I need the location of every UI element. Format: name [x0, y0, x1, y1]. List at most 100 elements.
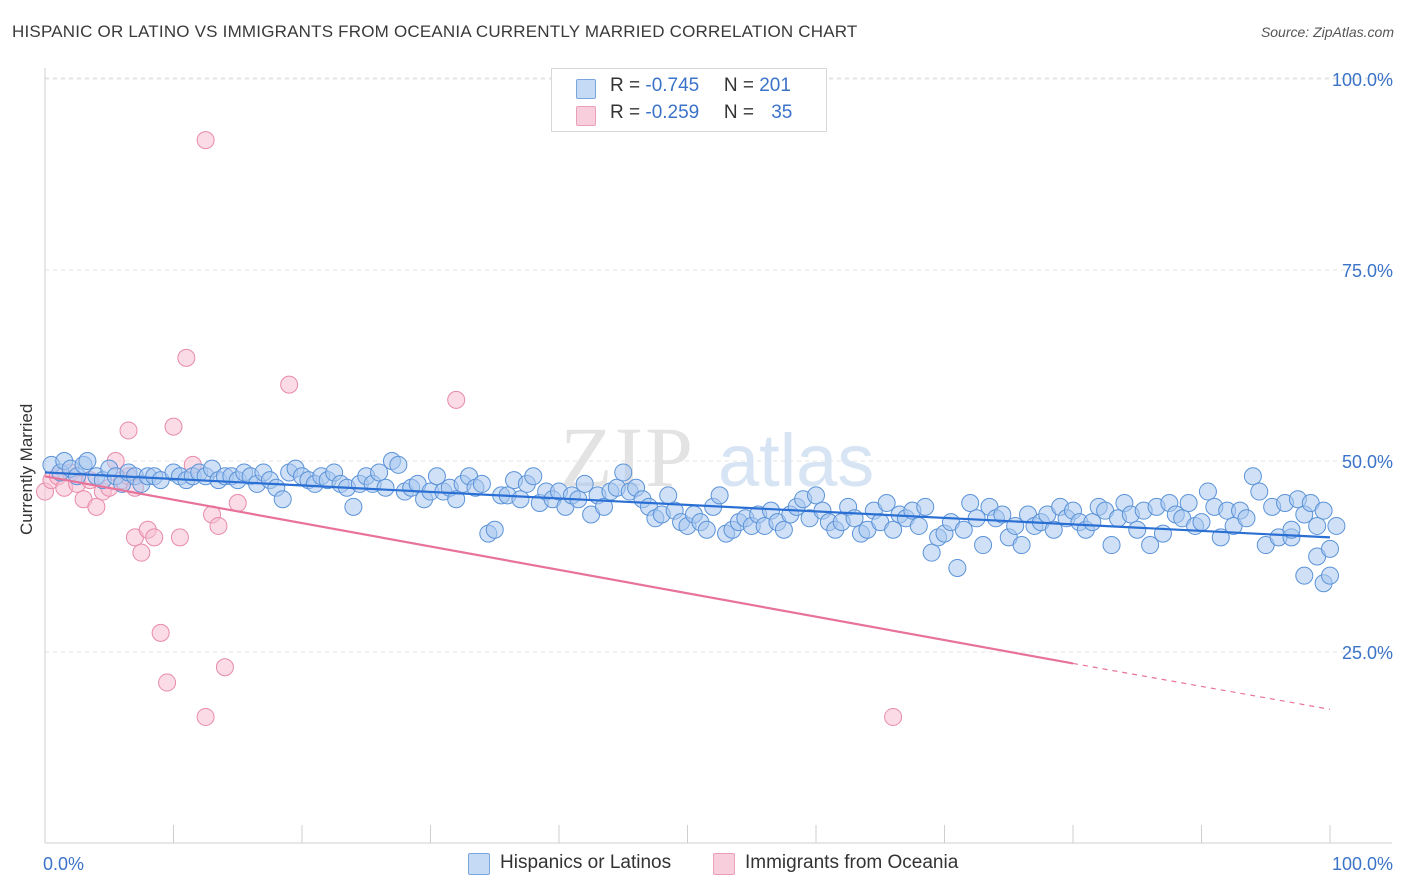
- data-point-hispanic: [370, 463, 389, 482]
- watermark-atlas: atlas: [718, 419, 874, 502]
- data-point-oceania: [209, 516, 228, 535]
- chart-title: HISPANIC OR LATINO VS IMMIGRANTS FROM OC…: [12, 22, 858, 41]
- legend-r-label: R =: [610, 102, 646, 123]
- data-point-hispanic: [916, 497, 935, 516]
- data-point-hispanic: [485, 520, 504, 539]
- data-point-hispanic: [948, 558, 967, 577]
- bottom-legend-swatch-pink: [713, 853, 735, 875]
- y-tick-label: 100.0%: [1332, 70, 1393, 90]
- legend-text-oceania: R = -0.259 N = 35: [610, 102, 792, 124]
- data-point-hispanic: [1243, 467, 1262, 486]
- data-point-hispanic: [1179, 494, 1198, 513]
- trend-line-oceania-extrapolated: [1072, 662, 1331, 710]
- x-tick-label: 100.0%: [1332, 854, 1393, 874]
- data-point-oceania: [215, 658, 234, 677]
- data-point-hispanic: [1237, 509, 1256, 528]
- bottom-legend-swatch-blue: [468, 853, 490, 875]
- correlation-legend: R = -0.745 N = 201 R = -0.259 N = 35: [551, 68, 827, 132]
- data-point-hispanic: [974, 536, 993, 555]
- legend-swatch-blue: [576, 79, 596, 99]
- legend-n-value: 201: [759, 75, 791, 96]
- data-point-oceania: [145, 528, 164, 547]
- data-point-hispanic: [774, 520, 793, 539]
- data-point-hispanic: [614, 463, 633, 482]
- trend-lines: [44, 471, 1331, 710]
- data-point-oceania: [158, 673, 177, 692]
- data-point-oceania: [196, 707, 215, 726]
- data-point-hispanic: [993, 505, 1012, 524]
- data-point-hispanic: [376, 478, 395, 497]
- source-credit: Source: ZipAtlas.com: [1260, 24, 1394, 40]
- data-point-hispanic: [697, 520, 716, 539]
- data-point-hispanic: [389, 455, 408, 474]
- data-point-oceania: [132, 543, 151, 562]
- data-point-oceania: [170, 528, 189, 547]
- data-point-hispanic: [273, 490, 292, 509]
- grid-lines: [45, 77, 1392, 653]
- data-point-hispanic: [1250, 482, 1269, 501]
- legend-n-label: N =: [723, 75, 760, 96]
- data-point-hispanic: [1321, 566, 1339, 585]
- legend-n-value: 35: [771, 102, 793, 123]
- x-tick-label: 0.0%: [43, 854, 84, 874]
- data-point-hispanic: [1192, 513, 1211, 532]
- data-point-hispanic: [909, 516, 928, 535]
- data-point-hispanic: [961, 494, 980, 513]
- legend-n-label: N =: [723, 102, 760, 123]
- data-point-hispanic: [447, 490, 466, 509]
- data-point-hispanic: [1308, 516, 1327, 535]
- data-point-hispanic: [1128, 520, 1147, 539]
- y-tick-label: 25.0%: [1342, 643, 1393, 663]
- data-point-hispanic: [1327, 516, 1346, 535]
- data-point-hispanic: [524, 467, 543, 486]
- data-point-oceania: [228, 494, 247, 513]
- data-point-hispanic: [1044, 520, 1063, 539]
- data-point-hispanic: [344, 497, 363, 516]
- data-point-oceania: [177, 348, 196, 367]
- data-point-hispanic: [1295, 566, 1314, 585]
- data-point-hispanic: [1282, 520, 1301, 539]
- data-point-hispanic: [427, 467, 446, 486]
- data-point-oceania: [87, 497, 106, 516]
- data-point-oceania: [151, 623, 170, 642]
- data-point-hispanic: [511, 490, 530, 509]
- y-axis-label: Currently Married: [17, 403, 36, 535]
- y-tick-label: 75.0%: [1342, 261, 1393, 281]
- bottom-legend-label-hispanic: Hispanics or Latinos: [500, 852, 672, 873]
- data-point-oceania: [884, 707, 903, 726]
- data-point-hispanic: [659, 486, 678, 505]
- data-point-hispanic: [954, 520, 973, 539]
- data-point-hispanic: [877, 494, 896, 513]
- data-point-oceania: [447, 390, 466, 409]
- legend-r-label: R =: [610, 75, 646, 96]
- trend-line-oceania: [44, 475, 1074, 665]
- series-hispanic-points: [42, 452, 1346, 593]
- y-axis-label-wrap: Currently Married: [17, 404, 37, 555]
- data-point-hispanic: [472, 474, 491, 493]
- axes: [44, 68, 1392, 844]
- data-point-oceania: [119, 421, 138, 440]
- tick-labels: 25.0% 50.0% 75.0% 100.0% 0.0% 100.0%: [43, 70, 1393, 874]
- data-point-hispanic: [1012, 536, 1031, 555]
- data-point-oceania: [164, 417, 183, 436]
- legend-text-hispanic: R = -0.745 N = 201: [610, 75, 791, 97]
- data-point-hispanic: [807, 486, 825, 505]
- data-point-oceania: [280, 375, 299, 394]
- data-point-hispanic: [710, 486, 729, 505]
- data-point-hispanic: [884, 520, 903, 539]
- trend-line-hispanic: [44, 471, 1331, 539]
- bottom-legend-label-oceania: Immigrants from Oceania: [745, 852, 959, 873]
- data-point-hispanic: [575, 474, 594, 493]
- y-tick-label: 50.0%: [1342, 452, 1393, 472]
- data-point-hispanic: [1321, 539, 1339, 558]
- data-point-hispanic: [1141, 536, 1160, 555]
- data-point-hispanic: [594, 497, 613, 516]
- data-point-hispanic: [1198, 482, 1217, 501]
- data-point-hispanic: [1314, 501, 1333, 520]
- data-point-hispanic: [78, 452, 97, 470]
- data-point-hispanic: [1102, 536, 1121, 555]
- data-point-hispanic: [922, 543, 941, 562]
- data-point-oceania: [196, 131, 215, 150]
- legend-r-value: -0.259: [645, 102, 700, 123]
